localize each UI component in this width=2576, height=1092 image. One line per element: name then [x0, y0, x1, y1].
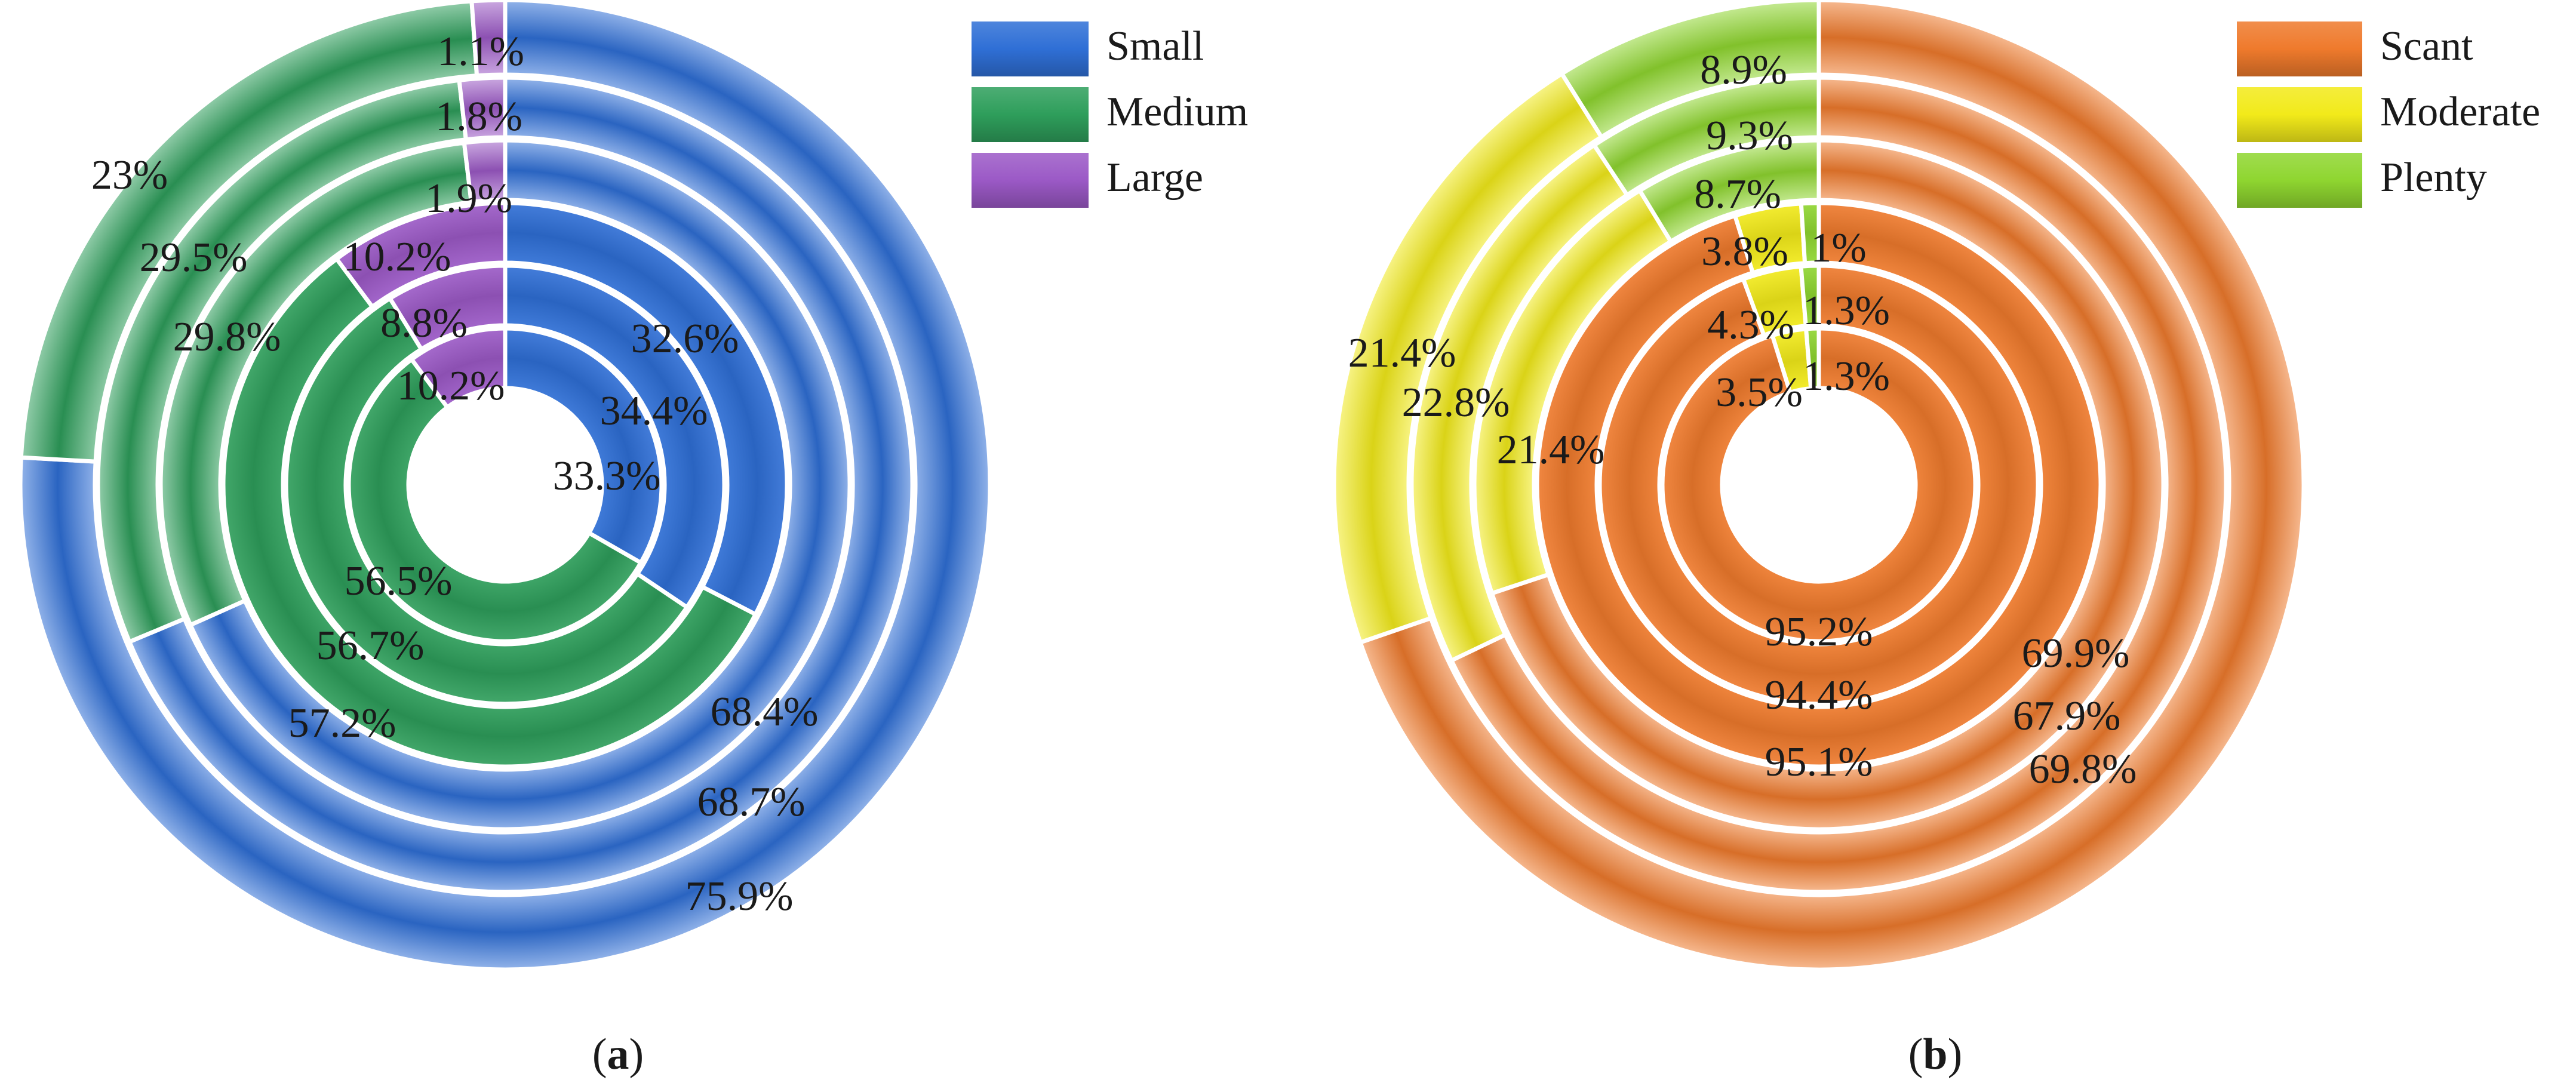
ring-1-large-label: 10.2% — [397, 363, 505, 409]
ring-6-medium-label: 23% — [91, 152, 168, 198]
ring-5-scant-slice — [1449, 75, 2228, 894]
ring-5-plenty-label: 9.3% — [1706, 113, 1793, 159]
ring-5-small-label: 68.7% — [697, 779, 806, 825]
legend-swatch-plenty — [2237, 153, 2362, 208]
ring-1-small-slice — [503, 326, 664, 565]
ring-3-medium-label: 57.2% — [288, 700, 396, 746]
legend-label-large: Large — [1106, 155, 1203, 201]
ring-1-moderate-label: 3.5% — [1716, 370, 1803, 416]
legend-swatch-small — [972, 21, 1089, 76]
ring-1-small-label: 33.3% — [553, 453, 661, 499]
donut-rings-b — [1332, 0, 2306, 972]
ring-4-scant-label: 69.9% — [2022, 630, 2130, 676]
ring-3-moderate-label: 3.8% — [1701, 229, 1788, 275]
ring-2-moderate-label: 4.3% — [1707, 302, 1794, 348]
ring-4-moderate-label: 21.4% — [1497, 427, 1605, 473]
ring-6-plenty-slice — [1560, 0, 1821, 139]
legend-b: Scant Moderate Plenty — [2237, 21, 2540, 208]
ring-3-large-label: 10.2% — [343, 234, 451, 280]
ring-5-large-label: 1.8% — [435, 94, 522, 140]
ring-5-large-slice — [457, 75, 508, 142]
chart-panel-b: 95.2% 3.5% 1.3% 94.4% 4.3% 1.3% 95.1% 3.8% 1% 69.… — [1332, 0, 2540, 1079]
legend-swatch-moderate — [2237, 87, 2362, 142]
ring-5-moderate-label: 22.8% — [1402, 380, 1510, 426]
ring-6-scant-slice — [1358, 0, 2306, 972]
ring-2-large-label: 8.8% — [380, 300, 468, 346]
ring-2-scant-slice — [1597, 263, 2040, 706]
ring-3-large-slice — [334, 201, 508, 309]
legend-label-moderate: Moderate — [2380, 89, 2540, 135]
ring-5-scant-label: 67.9% — [2013, 693, 2121, 739]
ring-1-scant-slice — [1660, 326, 1978, 644]
ring-2-medium-slice — [284, 296, 689, 706]
ring-1-plenty-label: 1.3% — [1803, 353, 1890, 399]
ring-5-medium-label: 29.5% — [140, 235, 248, 281]
legend-swatch-medium — [972, 87, 1089, 142]
ring-5-small-slice — [127, 75, 915, 894]
ring-1-medium-label: 56.5% — [345, 558, 453, 604]
legend-swatch-scant — [2237, 21, 2362, 76]
ring-4-scant-slice — [1489, 138, 2166, 832]
ring-5-medium-slice — [96, 78, 468, 644]
slice-labels-b: 95.2% 3.5% 1.3% 94.4% 4.3% 1.3% 95.1% 3.8% 1% 69.… — [1348, 47, 2137, 792]
ring-1-large-slice — [409, 326, 508, 410]
ring-6-small-label: 75.9% — [686, 873, 794, 919]
ring-6-scant-label: 69.8% — [2029, 746, 2137, 792]
ring-1-plenty-slice — [1804, 326, 1821, 391]
ring-3-small-slice — [503, 201, 789, 617]
slice-labels-a: 33.3% 56.5% 10.2% 34.4% 56.7% 8.8% 32.6% 57.2% 1… — [91, 29, 819, 919]
ring-6-large-label: 1.1% — [437, 29, 524, 75]
ring-2-scant-label: 94.4% — [1765, 672, 1873, 718]
ring-2-large-slice — [388, 263, 508, 352]
ring-4-medium-label: 29.8% — [173, 314, 281, 360]
ring-3-scant-label: 95.1% — [1765, 739, 1873, 785]
ring-1-scant-label: 95.2% — [1765, 609, 1873, 655]
ring-6-large-slice — [469, 0, 508, 78]
legend-a: Small Medium Large — [972, 21, 1248, 208]
ring-5-plenty-slice — [1592, 75, 1821, 198]
caption-b-open: ( — [1908, 1030, 1923, 1079]
ring-1-medium-slice — [346, 357, 643, 644]
donut-rings-a — [18, 0, 992, 972]
ring-4-plenty-label: 8.7% — [1694, 171, 1781, 217]
ring-6-plenty-label: 8.9% — [1700, 47, 1787, 93]
caption-a-close: ) — [629, 1030, 644, 1079]
chart-panel-a: 33.3% 56.5% 10.2% 34.4% 56.7% 8.8% 32.6% 57.2% 1… — [18, 0, 1248, 1079]
ring-2-small-label: 34.4% — [600, 388, 708, 434]
caption-a: (a) — [592, 1030, 644, 1079]
legend-swatch-large — [972, 153, 1089, 208]
ring-6-small-slice — [18, 0, 992, 972]
legend-label-small: Small — [1106, 23, 1204, 69]
ring-3-scant-slice — [1535, 201, 2103, 769]
ring-2-small-slice — [503, 263, 727, 610]
ring-3-plenty-slice — [1799, 201, 1821, 266]
caption-b-label: b — [1923, 1030, 1947, 1079]
ring-4-plenty-slice — [1637, 138, 1821, 244]
ring-3-plenty-label: 1% — [1810, 225, 1866, 271]
legend-label-medium: Medium — [1106, 89, 1248, 135]
ring-4-large-label: 1.9% — [425, 176, 512, 222]
ring-2-medium-label: 56.7% — [316, 623, 425, 669]
ring-4-small-label: 68.4% — [711, 689, 819, 735]
ring-3-small-label: 32.6% — [631, 316, 739, 362]
ring-6-moderate-label: 21.4% — [1348, 330, 1456, 376]
caption-a-label: a — [607, 1030, 629, 1079]
legend-label-scant: Scant — [2380, 23, 2473, 69]
ring-2-plenty-label: 1.3% — [1803, 288, 1890, 334]
legend-label-plenty: Plenty — [2380, 155, 2487, 201]
caption-a-open: ( — [592, 1030, 607, 1079]
ring-4-large-slice — [462, 138, 508, 204]
caption-b-close: ) — [1948, 1030, 1963, 1079]
ring-2-plenty-slice — [1799, 263, 1821, 328]
caption-b: (b) — [1908, 1030, 1962, 1079]
ring-3-medium-slice — [221, 257, 758, 769]
ring-4-small-slice — [188, 138, 852, 832]
